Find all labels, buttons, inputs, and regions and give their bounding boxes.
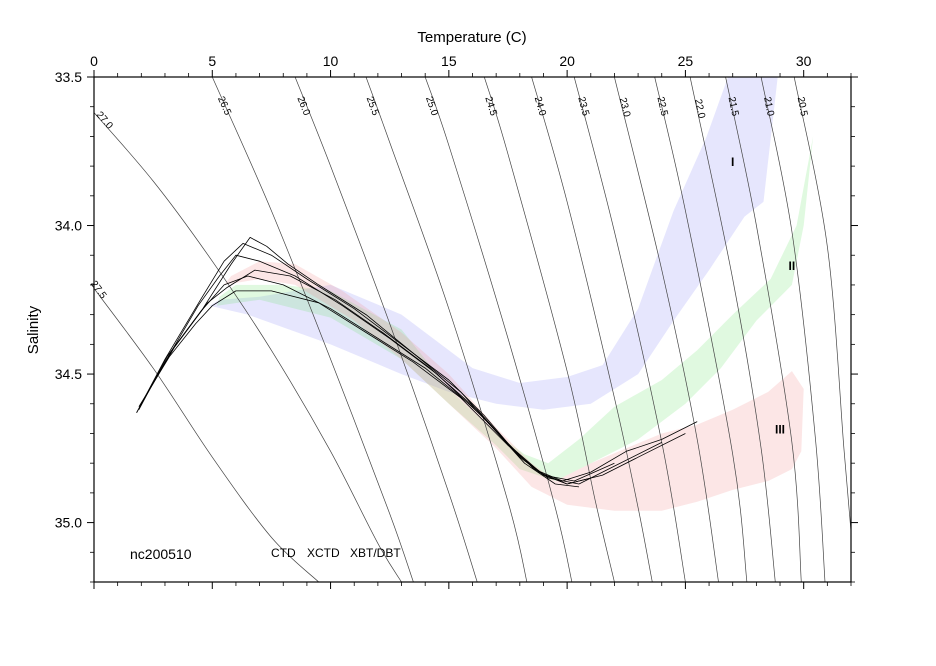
isopycnal-label: 27.0 [94,110,115,132]
y-tick-label: 34.0 [55,218,82,234]
isopycnal-label: 24.0 [532,95,548,117]
isopycnal-label: 26.5 [215,95,233,118]
ctd-profile-4 [138,290,686,485]
isopycnal-26-0 [294,77,478,582]
x-tick-label: 30 [796,53,812,69]
legend-xctd: XCTD [307,546,340,560]
isopycnal-27-0 [94,112,402,582]
x-tick-label: 25 [678,53,694,69]
cruise-label: nc200510 [130,546,192,562]
isopycnal-label: 25.5 [364,95,381,117]
ctd-profile-6 [140,269,662,485]
isopycnal-label: 26.0 [294,95,312,118]
isopycnal-25-0 [424,77,573,582]
isopycnal-label: 20.5 [795,96,810,118]
isopycnal-label: 22.5 [654,96,669,118]
x-tick-label: 20 [559,53,575,69]
isopycnal-label: 24.5 [482,95,498,117]
isopycnal-label: 22.0 [692,98,707,120]
x-tick-label: 5 [208,53,216,69]
isopycnal-21-0 [760,77,826,582]
legend: CTD XCTD XBT/DBT [271,546,401,560]
region-i-shading [209,77,778,410]
isopycnal-label: 23.0 [617,97,632,119]
isopycnal-26-5 [211,77,414,582]
x-tick-label: 15 [441,53,457,69]
isopycnal-24-0 [531,77,653,582]
isopycnal-label: 21.5 [726,96,741,118]
region-label-iii: III [775,422,785,436]
x-tick-label: 0 [90,53,98,69]
legend-xbt-dbt: XBT/DBT [350,546,401,560]
y-tick-label: 35.0 [55,515,82,531]
ctd-profile-5 [140,237,698,482]
y-axis-title: Salinity [25,305,42,354]
legend-ctd: CTD [271,546,296,560]
isopycnal-label: 27.5 [88,279,109,302]
y-tick-label: 34.5 [55,366,82,382]
isopycnal-20-5 [793,77,851,532]
isopycnal-label: 23.5 [575,96,591,118]
isopycnal-label: 21.0 [761,96,776,118]
isopycnal-label: 25.0 [423,95,440,117]
isopycnal-21-5 [725,77,802,582]
region-ii-shading [217,136,814,481]
region-label-i: I [731,155,734,169]
isopycnal-23-5 [573,77,686,582]
ctd-profile-1 [136,243,591,485]
isopycnal-22-0 [689,77,776,582]
x-tick-label: 10 [323,53,339,69]
region-label-ii: II [789,259,796,273]
ctd-profiles [136,237,698,488]
isopycnal-22-5 [654,77,748,582]
y-tick-label: 33.5 [55,69,82,85]
axes: 0 5 10 15 20 25 30 33.5 34.0 34.5 35.0 [55,53,858,589]
isopycnal-25-5 [365,77,528,582]
density-contours [94,77,851,582]
isopycnal-27-5 [94,287,319,582]
isopycnal-24-5 [483,77,615,582]
isopycnal-23-0 [614,77,719,582]
x-axis-title: Temperature (C) [417,29,526,46]
